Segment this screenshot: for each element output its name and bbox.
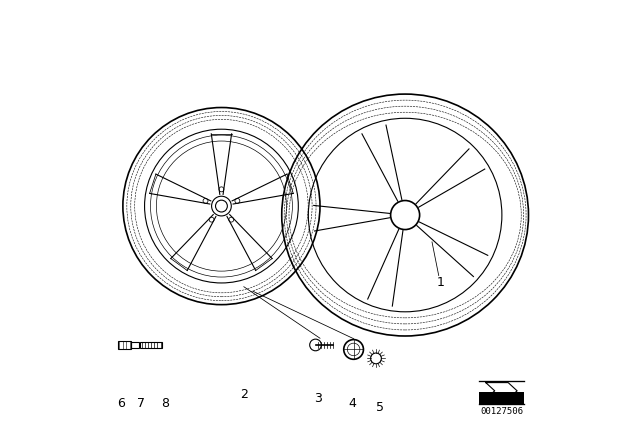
Text: 3: 3 <box>314 392 322 405</box>
Text: 8: 8 <box>161 396 170 410</box>
Bar <box>118 341 131 349</box>
Text: 4: 4 <box>348 396 356 410</box>
Text: 2: 2 <box>240 388 248 401</box>
Text: 6: 6 <box>116 396 125 410</box>
Text: 5: 5 <box>376 401 385 414</box>
Bar <box>131 342 139 348</box>
Text: 1: 1 <box>437 276 445 289</box>
Bar <box>479 392 524 404</box>
Bar <box>140 342 163 348</box>
Text: 7: 7 <box>137 396 145 410</box>
Text: 00127506: 00127506 <box>480 407 523 416</box>
Ellipse shape <box>390 201 420 229</box>
